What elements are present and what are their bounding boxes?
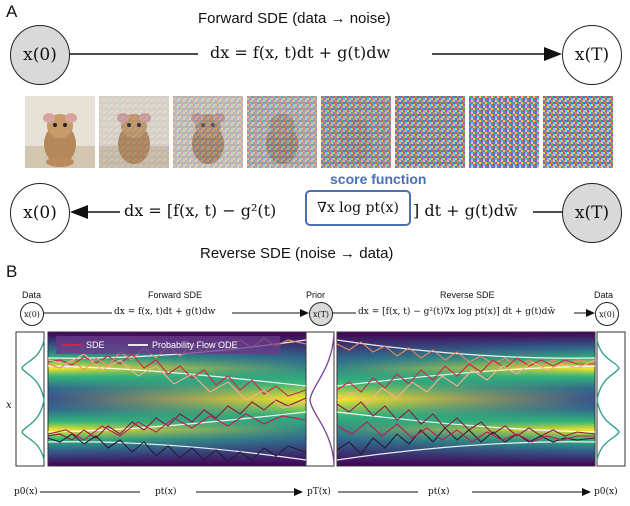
noise-image-2 [469,96,539,168]
density-curve-right [596,339,620,461]
pt-left-label: pt(x) [155,487,177,497]
reverse-equation-right: ] dt + g(t)dw̄ [413,201,518,220]
xT-node-bottom: x(T) [562,183,622,243]
pt-right-label: pt(x) [428,487,450,497]
forward-equation-small: dx = f(x, t)dt + g(t)dw [114,307,216,317]
panel-a-letter: A [6,2,18,21]
data-left-label: Data [22,290,42,300]
legend-sde-label: SDE [86,340,105,350]
p0-right-label: p0(x) [594,487,618,497]
dog-image-slight-noise [99,96,169,168]
panel-b-top-arrows [43,309,595,317]
xT-small-label: x(T) [312,309,330,319]
xT-node-top: x(T) [562,25,622,85]
score-term-box: ∇x log pt(x) [305,190,411,226]
reverse-sde-title: Reverse SDE (noise → data) [200,245,394,262]
x0-small-node-right: x(0) [595,302,619,326]
x0-small-node-left: x(0) [20,302,44,326]
x0-node-top: x(0) [10,25,70,85]
panel-b-letter: B [6,262,18,281]
prior-label: Prior [306,290,326,300]
density-plot [15,331,626,467]
density-curve-left [21,339,45,461]
pT-label: pT(x) [307,487,331,497]
forward-equation: dx = f(x, t)dt + g(t)dw [210,43,391,62]
x0-node-bottom: x(0) [10,183,70,243]
panel-a-arrows [70,47,562,61]
score-function-label: score function [330,171,427,187]
panel-a-reverse-arrows [70,205,562,219]
reverse-equation-left: dx = [f(x, t) − g²(t) [124,201,277,220]
xT-small-node: x(T) [309,302,333,326]
panel-b-bottom-arrows [40,488,591,496]
dog-image-light-noise [173,96,243,168]
reverse-sde-label: Reverse SDE [440,290,495,300]
x0-label: x(0) [23,45,57,65]
legend [56,336,280,354]
y-axis-label: x [6,400,12,411]
xT-label: x(T) [574,45,610,65]
dog-image-clean [25,96,95,168]
dog-image-medium-noise [247,96,317,168]
x0-small-label-right: x(0) [599,309,615,319]
xT-label-bottom: x(T) [574,203,610,223]
legend-ode-label: Probability Flow ODE [152,340,238,350]
x0-small-label: x(0) [24,309,40,319]
noise-image-3 [543,96,613,168]
density-curve-prior [309,333,335,465]
forward-sde-title: Forward SDE (data → noise) [198,10,391,27]
p0-left-label: p0(x) [14,487,38,497]
forward-sde-label: Forward SDE [148,290,203,300]
x0-label-bottom: x(0) [23,203,57,223]
density-box-right [596,331,626,467]
score-term: ∇x log pt(x) [317,200,399,216]
sde-lines-reverse [336,341,596,455]
data-right-label: Data [594,290,614,300]
reverse-equation-small: dx = [f(x, t) − g²(t)∇x log pt(x)] dt + … [358,307,556,317]
dog-image-heavy-noise [321,96,391,168]
noise-image-1 [395,96,465,168]
